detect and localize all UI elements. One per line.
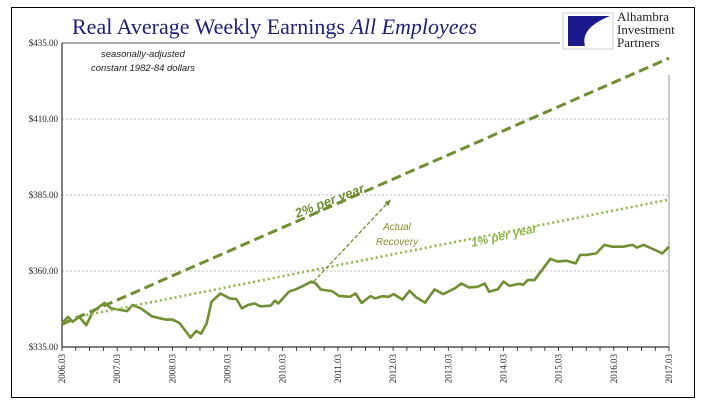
x-tick-label: 2016.03	[609, 354, 619, 384]
title-main: Real Average Weekly Earnings	[72, 14, 345, 39]
chart-note: seasonally-adjusted constant 1982-84 dol…	[78, 48, 208, 76]
x-tick-label: 2013.03	[443, 354, 453, 384]
logo-mark-icon	[568, 16, 610, 46]
x-tick-label: 2017.03	[664, 354, 674, 384]
logo-line: Partners	[617, 35, 660, 50]
logo-line: Alhambra	[617, 9, 669, 24]
annotation-actual: Actual	[382, 222, 412, 233]
logo-line: Investment	[617, 22, 675, 37]
title-italic: All Employees	[350, 14, 477, 39]
x-tick-label: 2008.03	[167, 354, 177, 384]
x-tick-label: 2012.03	[388, 354, 398, 384]
recovery-arrow	[313, 199, 392, 283]
annotation-recovery: Recovery	[376, 237, 419, 248]
chart-title: Real Average Weekly Earnings All Employe…	[72, 14, 477, 40]
logo-text: Alhambra Investment Partners	[617, 10, 675, 49]
series-line-actual	[61, 243, 670, 339]
y-tick-label: $385.00	[29, 190, 59, 200]
note-line: constant 1982-84 dollars	[90, 63, 196, 74]
x-tick-label: 2009.03	[223, 354, 233, 384]
series-line-2pct	[61, 56, 670, 326]
x-tick-label: 2011.03	[333, 354, 343, 383]
y-tick-label: $360.00	[29, 266, 59, 276]
arrowhead-icon	[384, 199, 391, 207]
x-tick-label: 2006.03	[57, 354, 67, 384]
y-tick-label: $435.00	[29, 38, 59, 48]
y-tick-label: $335.00	[29, 342, 59, 352]
x-tick-label: 2015.03	[554, 354, 564, 384]
x-tick-label: 2010.03	[278, 354, 288, 384]
x-tick-label: 2007.03	[112, 354, 122, 384]
annotation-1pct: 1% per year	[470, 221, 540, 250]
chart-frame	[11, 7, 695, 398]
annotation-2pct: 2% per year	[292, 180, 367, 221]
series-line-1pct	[86, 198, 670, 317]
x-tick-label: 2014.03	[498, 354, 508, 384]
y-tick-label: $410.00	[29, 114, 59, 124]
note-line: seasonally-adjusted	[101, 49, 185, 60]
